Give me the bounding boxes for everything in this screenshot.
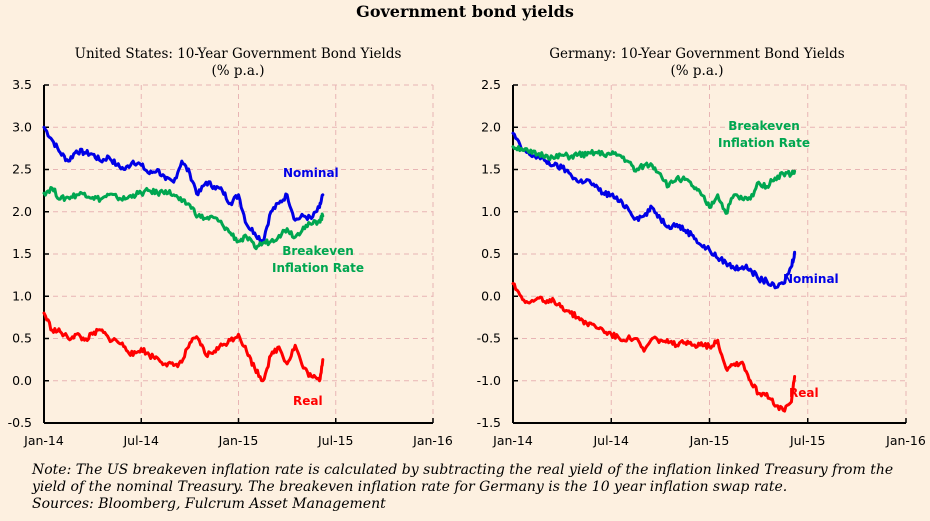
- us-label-breakeven: Breakeven Inflation Rate: [272, 244, 364, 275]
- de-label-breakeven: Breakeven Inflation Rate: [718, 119, 810, 150]
- us-ytick-label: 2.0: [12, 204, 32, 219]
- de-ytick-label: 1.5: [481, 162, 501, 177]
- us-label-line: Breakeven: [282, 244, 354, 258]
- us-xtick-label: Jul-14: [123, 433, 160, 448]
- de-label-real: Real: [789, 386, 819, 400]
- sources-line: Sources: Bloomberg, Fulcrum Asset Manage…: [32, 496, 386, 512]
- de-series-nominal: [511, 131, 797, 290]
- us-xtick-label: Jan-15: [218, 433, 259, 448]
- us-xtick-label: Jul-15: [317, 433, 354, 448]
- de-label-line: Real: [789, 386, 819, 400]
- de-chart-subtitle: (% p.a.): [671, 63, 724, 79]
- de-ytick-label: -1.0: [477, 373, 501, 388]
- de-series-breakeven: [511, 145, 797, 215]
- note-line: yield of the nominal Treasury. The break…: [32, 479, 788, 495]
- de-xtick-label: Jul-15: [789, 433, 826, 448]
- note-line: Note: The US breakeven inflation rate is…: [32, 462, 894, 478]
- us-ytick-label: 2.5: [12, 162, 32, 177]
- de-xtick-label: Jul-14: [593, 433, 630, 448]
- de-xtick-label: Jan-15: [689, 433, 730, 448]
- de-label-line: Nominal: [783, 272, 839, 286]
- de-xtick-label: Jan-14: [492, 433, 533, 448]
- us-ytick-label: -0.5: [8, 415, 32, 430]
- us-label-nominal: Nominal: [283, 166, 339, 180]
- us-label-line: Real: [293, 394, 323, 408]
- footnote: Note: The US breakeven inflation rate is…: [32, 462, 922, 513]
- de-ytick-label: 1.0: [481, 204, 501, 219]
- de-label-nominal: Nominal: [783, 272, 839, 286]
- us-label-line: Inflation Rate: [272, 261, 364, 275]
- de-label-line: Breakeven: [728, 119, 800, 133]
- us-ytick-label: 1.0: [12, 288, 32, 303]
- de-ytick-label: -0.5: [477, 331, 501, 346]
- de-ytick-label: 0.0: [481, 288, 501, 303]
- de-label-line: Inflation Rate: [718, 136, 810, 150]
- us-chart-title: United States: 10-Year Government Bond Y…: [75, 46, 402, 62]
- us-xtick-label: Jan-16: [412, 433, 453, 448]
- us-ytick-label: 0.5: [12, 331, 32, 346]
- de-series-real: [511, 282, 797, 413]
- de-chart-title: Germany: 10-Year Government Bond Yields: [549, 46, 845, 62]
- de-ytick-label: -1.5: [477, 415, 501, 430]
- de-ytick-label: 2.5: [481, 77, 501, 92]
- us-ytick-label: 1.5: [12, 246, 32, 261]
- us-ytick-label: 3.5: [12, 77, 32, 92]
- us-label-line: Nominal: [283, 166, 339, 180]
- main-title: Government bond yields: [356, 2, 574, 21]
- us-ytick-label: 3.0: [12, 119, 32, 134]
- de-xtick-label: Jan-16: [885, 433, 926, 448]
- us-series-nominal: [42, 125, 325, 243]
- us-label-real: Real: [293, 394, 323, 408]
- us-ytick-label: 0.0: [12, 373, 32, 388]
- us-xtick-label: Jan-14: [23, 433, 64, 448]
- de-ytick-label: 0.5: [481, 246, 501, 261]
- us-series-breakeven: [42, 186, 325, 251]
- de-ytick-label: 2.0: [481, 119, 501, 134]
- us-chart-subtitle: (% p.a.): [212, 63, 265, 79]
- us-series-real: [42, 311, 325, 383]
